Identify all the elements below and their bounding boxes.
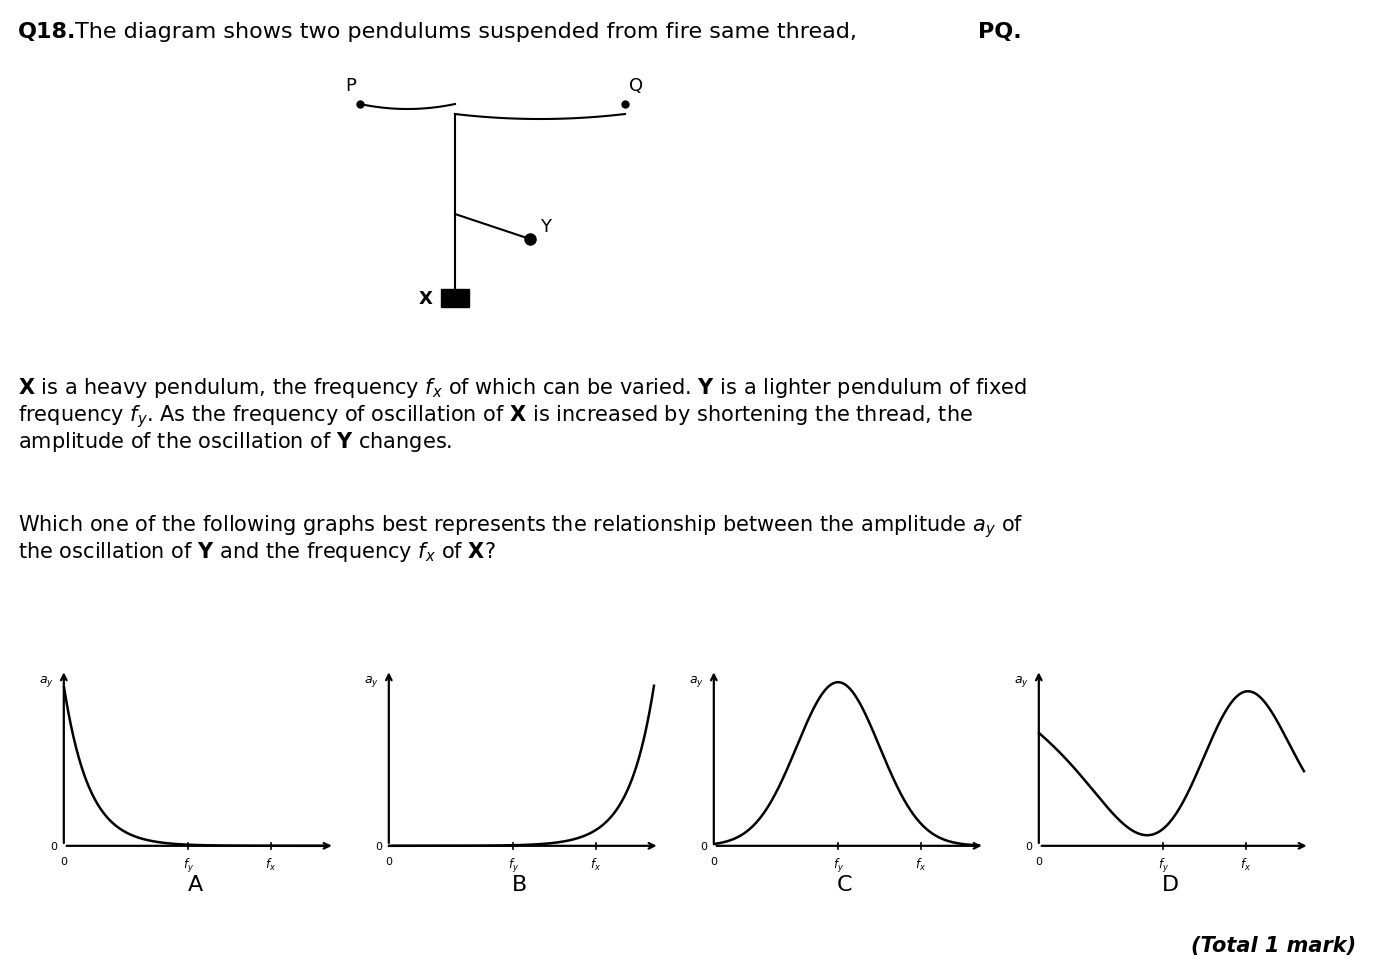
Text: $\mathbf{X}$ is a heavy pendulum, the frequency $f_x$ of which can be varied. $\: $\mathbf{X}$ is a heavy pendulum, the fr… xyxy=(18,376,1028,399)
Text: 0: 0 xyxy=(375,841,382,851)
Text: C: C xyxy=(837,874,853,894)
Text: amplitude of the oscillation of $\mathbf{Y}$ changes.: amplitude of the oscillation of $\mathbf… xyxy=(18,429,452,453)
Text: $f_x$: $f_x$ xyxy=(1241,856,1252,872)
Text: frequency $f_y$. As the frequency of oscillation of $\mathbf{X}$ is increased by: frequency $f_y$. As the frequency of osc… xyxy=(18,402,973,429)
Text: $f_x$: $f_x$ xyxy=(591,856,602,872)
Text: $a_y$: $a_y$ xyxy=(40,673,54,688)
Text: A: A xyxy=(187,874,202,894)
Text: $f_y$: $f_y$ xyxy=(507,856,518,874)
Text: $a_y$: $a_y$ xyxy=(364,673,379,688)
Text: $f_y$: $f_y$ xyxy=(183,856,194,874)
Text: $f_x$: $f_x$ xyxy=(915,856,926,872)
Text: $a_y$: $a_y$ xyxy=(690,673,703,688)
Text: (Total 1 mark): (Total 1 mark) xyxy=(1191,935,1356,955)
Text: 0: 0 xyxy=(49,841,56,851)
Text: P: P xyxy=(345,77,356,95)
Text: $f_y$: $f_y$ xyxy=(833,856,844,874)
Text: the oscillation of $\mathbf{Y}$ and the frequency $f_x$ of $\mathbf{X}$?: the oscillation of $\mathbf{Y}$ and the … xyxy=(18,540,496,563)
Text: D: D xyxy=(1161,874,1179,894)
Text: Y: Y xyxy=(540,218,551,235)
Text: $f_x$: $f_x$ xyxy=(265,856,276,872)
Text: X: X xyxy=(419,290,433,308)
Text: $a_y$: $a_y$ xyxy=(1014,673,1029,688)
Text: Q: Q xyxy=(629,77,643,95)
Text: Q18.: Q18. xyxy=(18,22,77,42)
Text: 0: 0 xyxy=(1025,841,1032,851)
Text: B: B xyxy=(513,874,528,894)
Text: 0: 0 xyxy=(710,856,717,866)
Bar xyxy=(441,290,469,308)
Text: 0: 0 xyxy=(385,856,393,866)
Text: Which one of the following graphs best represents the relationship between the a: Which one of the following graphs best r… xyxy=(18,513,1024,539)
Text: The diagram shows two pendulums suspended from fire same thread,: The diagram shows two pendulums suspende… xyxy=(76,22,864,42)
Text: 0: 0 xyxy=(1036,856,1043,866)
Text: PQ.: PQ. xyxy=(978,22,1022,42)
Text: 0: 0 xyxy=(60,856,67,866)
Text: 0: 0 xyxy=(699,841,706,851)
Text: $f_y$: $f_y$ xyxy=(1157,856,1169,874)
